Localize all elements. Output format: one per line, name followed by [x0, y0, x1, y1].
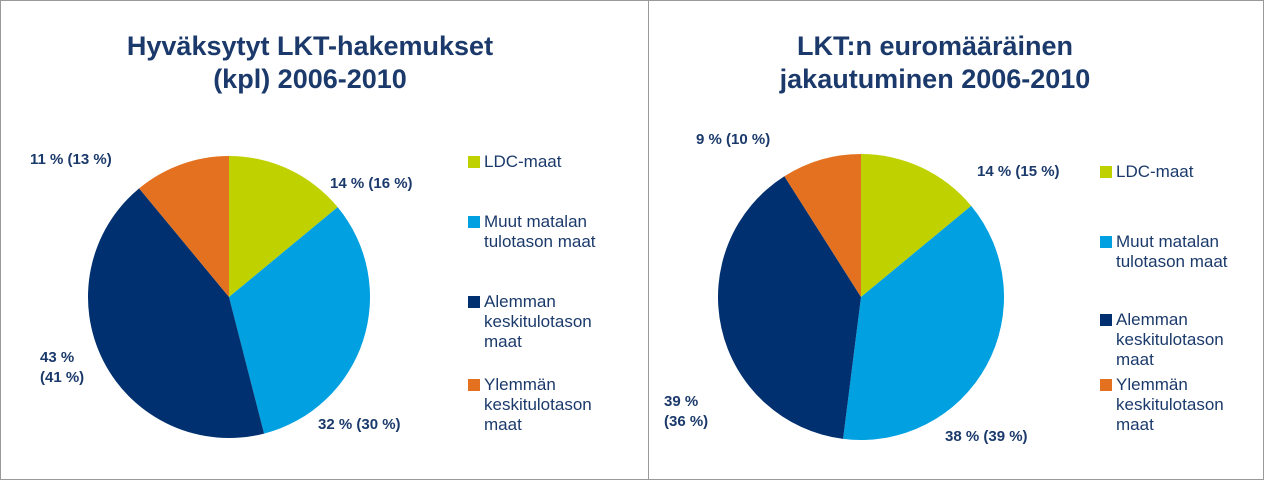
data-label: 43 % (41 %): [40, 349, 85, 386]
legend-swatch: [1100, 379, 1112, 391]
legend-swatch: [468, 296, 480, 308]
legend-text: Ylemmän keskitulotason maat: [1116, 375, 1224, 434]
data-label: 14 % (16 %): [330, 175, 413, 192]
legend-text: Ylemmän keskitulotason maat: [484, 375, 592, 434]
legend-swatch: [468, 156, 480, 168]
legend-text: Alemman keskitulotason maat: [484, 292, 592, 351]
data-label: 38 % (39 %): [945, 428, 1028, 445]
legend-swatch: [468, 379, 480, 391]
data-label: 9 % (10 %): [696, 131, 771, 148]
legend-swatch: [468, 216, 480, 228]
pie-slice: [229, 207, 370, 434]
chart-title: LKT:n euromääräinen jakautuminen 2006-20…: [779, 31, 1091, 94]
legend-entry: LDC-maat: [1100, 162, 1264, 182]
legend-entry: Ylemmän keskitulotason maat: [1100, 375, 1264, 435]
pie-slice: [88, 188, 265, 438]
legend-entry: Ylemmän keskitulotason maat: [468, 375, 634, 435]
pie-slice: [718, 176, 861, 439]
pie-slice: [139, 156, 229, 297]
legend-entry: Alemman keskitulotason maat: [468, 292, 634, 352]
legend-text: Alemman keskitulotason maat: [1116, 310, 1224, 369]
legend-entry: Alemman keskitulotason maat: [1100, 310, 1264, 370]
data-label: 39 % (36 %): [664, 393, 709, 430]
legend-swatch: [1100, 166, 1112, 178]
data-label: 11 % (13 %): [30, 151, 112, 168]
legend-entry: Muut matalan tulotason maat: [1100, 232, 1264, 272]
legend-text: LDC-maat: [484, 152, 562, 171]
data-label: 14 % (15 %): [977, 163, 1060, 180]
legend-swatch: [1100, 314, 1112, 326]
legend-entry: LDC-maat: [468, 152, 634, 172]
pie-slice: [229, 156, 338, 297]
legend-entry: Muut matalan tulotason maat: [468, 212, 634, 252]
legend-text: LDC-maat: [1116, 162, 1194, 181]
pie-slice: [784, 154, 861, 297]
legend-text: Muut matalan tulotason maat: [1116, 232, 1228, 271]
pie-slice: [861, 154, 972, 297]
legend-text: Muut matalan tulotason maat: [484, 212, 596, 251]
pie-slice: [843, 205, 1004, 441]
data-label: 32 % (30 %): [318, 416, 401, 433]
legend-swatch: [1100, 236, 1112, 248]
chart-title: Hyväksytyt LKT-hakemukset (kpl) 2006-201…: [126, 31, 494, 94]
